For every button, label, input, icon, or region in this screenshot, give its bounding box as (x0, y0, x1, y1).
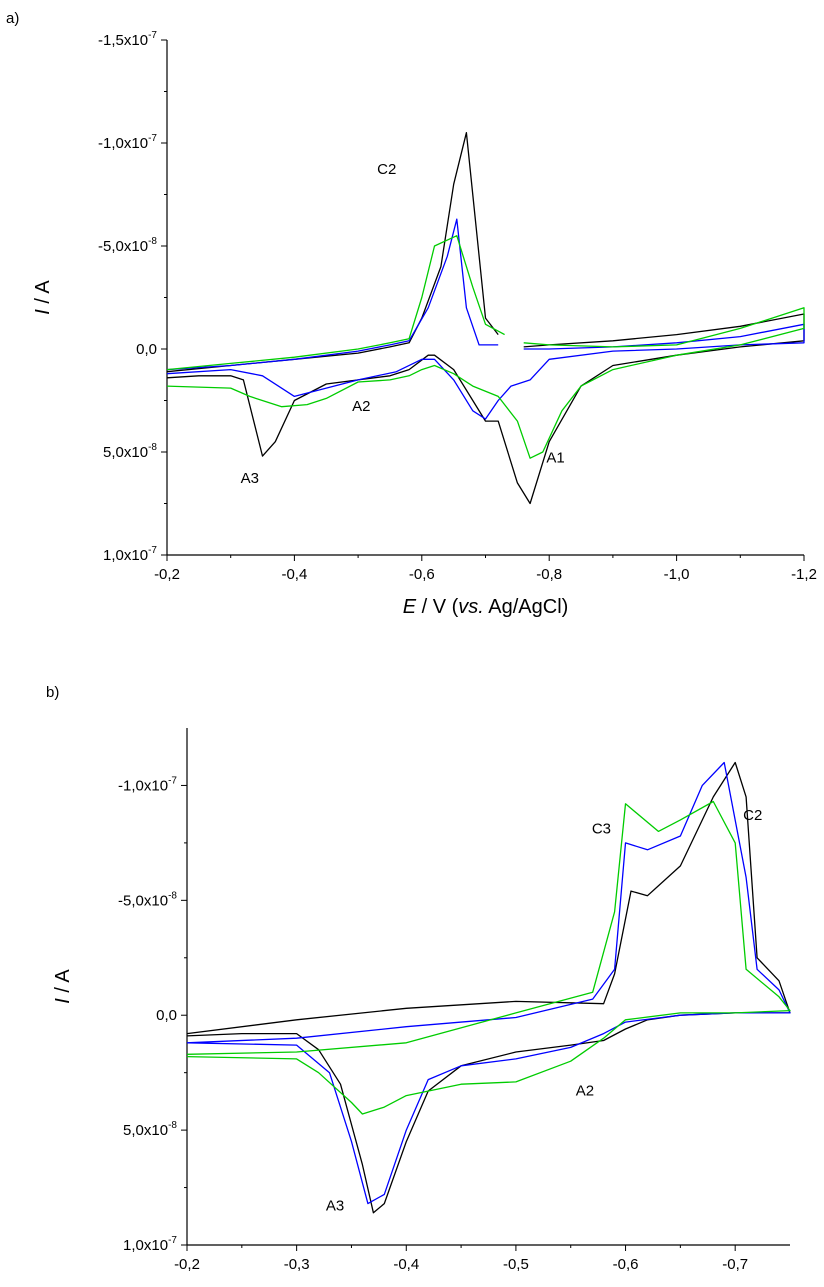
peak-label: C3 (592, 821, 611, 838)
peak-label: A3 (241, 470, 259, 487)
x-tick-label: -0,2 (154, 566, 180, 583)
panel-label-a: a) (6, 10, 20, 27)
x-tick-label: -1,0 (664, 566, 690, 583)
cv-chart-b: -0,2 -0,3 -0,4 -0,5 -0,6 -0,7-1,0x10-7-5,0x10… (52, 728, 791, 1287)
series-line-1 (186, 761, 791, 1205)
x-axis-title-part: / V ( (416, 596, 459, 618)
x-axis-title-part: vs. (458, 596, 484, 618)
series-line-1 (166, 218, 805, 420)
peak-label: C2 (743, 807, 762, 824)
x-axis-title-part: E (403, 596, 417, 618)
y-tick-exponent: -7 (148, 545, 157, 556)
y-tick-label: 0,0 (136, 341, 157, 358)
peak-label: A1 (546, 449, 564, 466)
y-tick-exponent: -8 (168, 890, 177, 901)
y-tick-exponent: -7 (148, 30, 157, 41)
y-tick-label: 1,0x10-7 (123, 1235, 177, 1254)
x-tick-label: -0,7 (722, 1256, 748, 1273)
y-tick-label: -5,0x10-8 (118, 890, 177, 909)
series-line-2 (186, 800, 791, 1115)
y-axis-title-part: I (32, 309, 54, 315)
peak-label: C2 (377, 161, 396, 178)
y-tick-mantissa: 0,0 (136, 341, 157, 358)
y-tick-label: 5,0x10-8 (123, 1120, 177, 1139)
series-line-0 (166, 132, 805, 505)
x-tick-label: -0,6 (409, 566, 435, 583)
y-tick-mantissa: -1,5x10 (98, 32, 148, 49)
x-tick-label: -1,2 (791, 566, 817, 583)
chart-panel-b: b) -0,2 -0,3 -0,4 -0,5 -0,6 -0,7 -1,0x10-7 -5,0… (0, 650, 824, 1287)
y-axis-title: I / A (32, 280, 54, 315)
x-tick-label: -0,4 (281, 566, 307, 583)
y-tick-exponent: -7 (168, 775, 177, 786)
y-tick-label: 5,0x10-8 (103, 442, 157, 461)
y-tick-mantissa: 1,0x10 (123, 1237, 168, 1254)
panel-label-b: b) (46, 684, 60, 701)
y-tick-label: -1,5x10-7 (98, 30, 157, 49)
y-tick-label: -1,0x10-7 (98, 133, 157, 152)
y-tick-label: 1,0x10-7 (103, 545, 157, 564)
y-tick-mantissa: -5,0x10 (118, 892, 168, 909)
y-tick-exponent: -8 (148, 442, 157, 453)
peak-label: A3 (326, 1198, 344, 1215)
y-axis-title-part: / A (32, 280, 54, 310)
x-tick-label: -0,3 (284, 1256, 310, 1273)
x-tick-label: -0,4 (393, 1256, 419, 1273)
peak-label: A2 (352, 398, 370, 415)
y-axis-title-part: / A (52, 969, 74, 999)
y-tick-label: -1,0x10-7 (118, 775, 177, 794)
x-tick-label: -0,5 (503, 1256, 529, 1273)
series-line-0 (186, 761, 791, 1214)
y-tick-label: 0,0 (156, 1007, 177, 1024)
x-tick-label: -0,2 (174, 1256, 200, 1273)
y-tick-mantissa: -5,0x10 (98, 238, 148, 255)
peak-label: A2 (576, 1083, 594, 1100)
series-line-2 (166, 235, 805, 459)
y-tick-mantissa: 5,0x10 (103, 444, 148, 461)
y-axis-title-part: I (52, 998, 74, 1004)
y-tick-exponent: -8 (148, 236, 157, 247)
chart-panel-a: a) -0,2 -0,4 -0,6 -0,8 -1,0 -1,2 -1,5x10-7 -1,0… (6, 10, 817, 618)
x-axis-title-part: Ag/AgCl) (484, 596, 568, 618)
cv-chart-a: -0,2 -0,4 -0,6 -0,8 -1,0 -1,2-1,5x10-7-1,0x10… (32, 30, 817, 618)
y-tick-mantissa: -1,0x10 (98, 135, 148, 152)
y-tick-mantissa: 1,0x10 (103, 547, 148, 564)
y-tick-label: -5,0x10-8 (98, 236, 157, 255)
x-tick-label: -0,6 (613, 1256, 639, 1273)
y-tick-exponent: -8 (168, 1120, 177, 1131)
y-tick-mantissa: 5,0x10 (123, 1122, 168, 1139)
x-tick-label: -0,8 (536, 566, 562, 583)
y-tick-mantissa: -1,0x10 (118, 777, 168, 794)
y-axis-title: I / A (52, 969, 74, 1004)
y-tick-mantissa: 0,0 (156, 1007, 177, 1024)
x-axis-title: E / V (vs. Ag/AgCl) (403, 596, 569, 618)
y-tick-exponent: -7 (168, 1235, 177, 1246)
y-tick-exponent: -7 (148, 133, 157, 144)
